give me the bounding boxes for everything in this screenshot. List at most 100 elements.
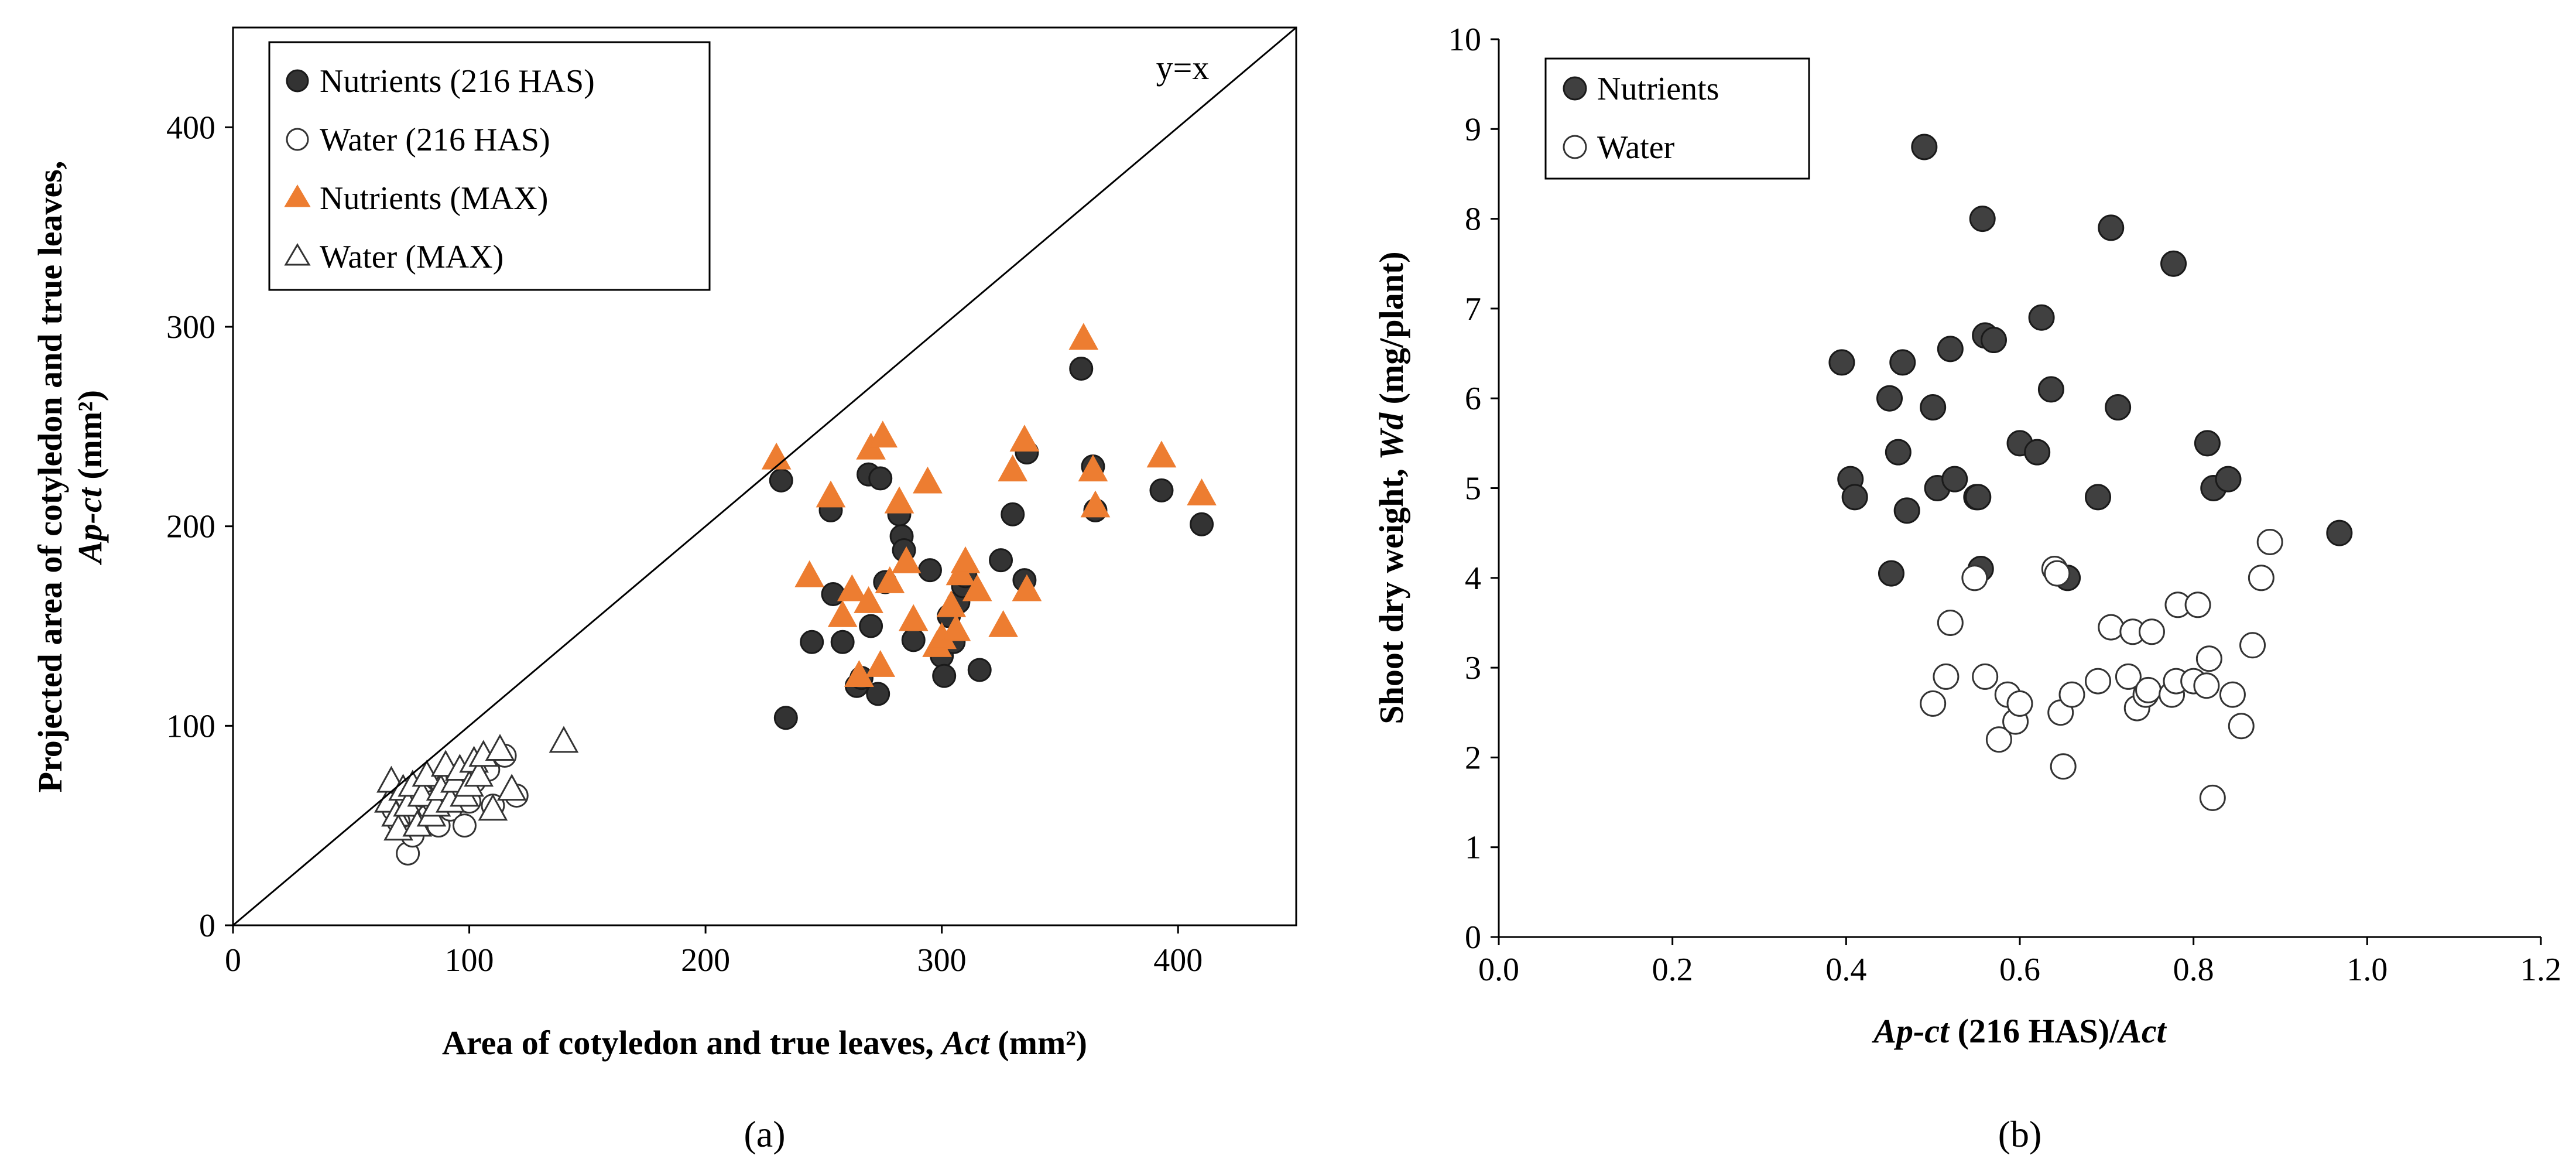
panel-b-point-nutrients-27 bbox=[2160, 250, 2187, 277]
panel-a-point-nutrients-216-has-2 bbox=[800, 630, 824, 654]
panel-b-point-water-8 bbox=[2006, 690, 2033, 717]
legend-marker-water-216 bbox=[286, 128, 309, 151]
panel-b-legend-box bbox=[1544, 57, 1810, 180]
panel-a-axis-ticks: 0 100 200 300 400 0 100 200 300 400 bbox=[166, 110, 1203, 979]
panel-b-point-nutrients-6 bbox=[1889, 349, 1916, 376]
panel-b-y-tick-label-1: 1 bbox=[1465, 830, 1481, 866]
panel-a-point-water-max-22 bbox=[478, 794, 508, 821]
panel-b-point-nutrients-28 bbox=[2194, 430, 2221, 457]
panel-a-point-nutrients-max-26 bbox=[1068, 323, 1099, 350]
panel-b-point-water-20 bbox=[2135, 676, 2162, 703]
panel-b-point-water-33 bbox=[2248, 565, 2274, 591]
panel-a-point-nutrients-216-has-19 bbox=[932, 664, 957, 688]
panel-a-y-tick-label-2: 200 bbox=[166, 509, 215, 545]
panel-a-point-nutrients-max-28 bbox=[1080, 490, 1111, 518]
panel-a-x-axis-title: Area of cotyledon and true leaves, Act (… bbox=[442, 1024, 1087, 1062]
legend-label-water-216: Water (216 HAS) bbox=[320, 122, 550, 158]
panel-a-x-tick-label-1: 100 bbox=[445, 942, 494, 979]
panel-a-point-water-max-23 bbox=[485, 734, 515, 761]
legend-label-water: Water bbox=[1597, 129, 1675, 166]
panel-b-y-axis-title: Shoot dry weight, Wd (mg/plant) bbox=[1372, 251, 1410, 724]
panel-b-point-water-5 bbox=[1985, 726, 2012, 753]
panel-b-point-nutrients-0 bbox=[1828, 349, 1855, 376]
panel-b-point-water-4 bbox=[1972, 663, 1999, 690]
panel-b-chart: 0.0 0.2 0.4 0.6 0.8 1.0 1.2 0 1 2 3 4 5 6 7 8 9 10 Nutrie… bbox=[1372, 22, 2561, 1155]
panel-a-point-nutrients-max-30 bbox=[1187, 478, 1217, 505]
panel-b-data-marks bbox=[1828, 134, 2353, 811]
panel-a-legend-box bbox=[268, 41, 711, 291]
panel-a-chart: 0 100 200 300 400 0 100 200 300 400 y=x Nutrients… bbox=[31, 26, 1297, 1155]
panel-a-point-nutrients-max-13 bbox=[898, 604, 929, 631]
panel-a-point-nutrients-max-18 bbox=[941, 614, 971, 641]
panel-b-x-tick-label-4: 0.8 bbox=[2173, 952, 2214, 988]
panel-a-point-nutrients-max-22 bbox=[988, 610, 1018, 637]
panel-b-point-water-15 bbox=[2098, 614, 2125, 641]
panel-a-reference-line bbox=[232, 26, 1297, 926]
panel-b-point-water-34 bbox=[2256, 528, 2283, 555]
panel-a-point-nutrients-max-9 bbox=[868, 420, 898, 448]
panel-a-yx-annotation: y=x bbox=[1156, 49, 1210, 87]
panel-b-point-water-26 bbox=[2184, 591, 2211, 618]
panel-b-y-tick-label-5: 5 bbox=[1465, 471, 1481, 507]
panel-a-point-nutrients-max-17 bbox=[936, 590, 967, 617]
panel-a-y-tick-label-1: 100 bbox=[166, 708, 215, 744]
panel-b-y-tick-label-6: 6 bbox=[1465, 381, 1481, 417]
panel-a-point-nutrients-max-3 bbox=[827, 600, 858, 627]
panel-b-point-nutrients-22 bbox=[2037, 376, 2064, 403]
panel-b-point-nutrients-25 bbox=[2098, 214, 2125, 241]
panel-b-point-water-31 bbox=[2228, 713, 2255, 740]
panel-a-x-tick-label-4: 400 bbox=[1153, 942, 1203, 979]
panel-a-point-nutrients-max-8 bbox=[865, 650, 896, 677]
panel-a-point-water-max-25 bbox=[549, 726, 579, 753]
panel-b-point-water-10 bbox=[2044, 560, 2071, 587]
panel-b-x-tick-label-5: 1.0 bbox=[2347, 952, 2387, 988]
legend-label-nutrients-max: Nutrients (MAX) bbox=[320, 180, 548, 217]
panel-a-point-nutrients-max-2 bbox=[816, 480, 846, 508]
panel-a-point-nutrients-216-has-33 bbox=[1149, 478, 1174, 502]
panel-a-point-nutrients-216-has-27 bbox=[1001, 502, 1025, 526]
panel-b-point-nutrients-31 bbox=[2326, 519, 2353, 546]
legend-marker-nutrients-max bbox=[284, 184, 311, 207]
panel-b-point-nutrients-5 bbox=[1885, 439, 1912, 466]
panel-a-y-tick-label-0: 0 bbox=[199, 908, 215, 944]
panel-b-y-tick-label-2: 2 bbox=[1465, 740, 1481, 776]
panel-a-y-axis-title-line2: Ap-ct (mm²) bbox=[71, 390, 109, 565]
panel-b-point-nutrients-20 bbox=[2024, 439, 2051, 466]
panel-a-point-nutrients-max-11 bbox=[884, 486, 914, 514]
panel-b-point-nutrients-26 bbox=[2105, 394, 2132, 421]
panel-a-legend: Nutrients (216 HAS) Water (216 HAS) Nutr… bbox=[268, 41, 711, 291]
panel-b-y-axis-title-text: Shoot dry weight, Wd (mg/plant) bbox=[1372, 251, 1410, 724]
panel-b-x-tick-label-3: 0.6 bbox=[1999, 952, 2040, 988]
panel-a-point-nutrients-max-12 bbox=[891, 546, 922, 573]
panel-b-point-nutrients-4 bbox=[1878, 560, 1904, 587]
panel-b-point-nutrients-2 bbox=[1841, 484, 1868, 511]
panel-b-point-water-28 bbox=[2195, 645, 2222, 672]
panel-b-point-nutrients-18 bbox=[1981, 327, 2007, 354]
panel-b-point-nutrients-9 bbox=[1920, 394, 1947, 421]
panel-b-y-tick-label-8: 8 bbox=[1465, 201, 1481, 238]
panel-b-point-water-1 bbox=[1933, 663, 1960, 690]
panel-a-point-nutrients-max-20 bbox=[950, 546, 981, 573]
panel-a-y-axis-title-line1: Projected area of cotyledon and true lea… bbox=[31, 161, 69, 793]
panel-b-legend: Nutrients Water bbox=[1544, 57, 1810, 180]
panel-b-y-tick-label-3: 3 bbox=[1465, 650, 1481, 686]
panel-a-y-axis-title: Projected area of cotyledon and true lea… bbox=[31, 161, 109, 793]
panel-b-x-tick-label-6: 1.2 bbox=[2520, 952, 2561, 988]
panel-a-point-nutrients-216-has-4 bbox=[821, 582, 845, 606]
panel-b-point-nutrients-7 bbox=[1893, 497, 1920, 524]
panel-b-x-tick-label-1: 0.2 bbox=[1652, 952, 1693, 988]
legend-marker-nutrients bbox=[1563, 76, 1587, 101]
panel-b-point-water-0 bbox=[1920, 690, 1947, 717]
panel-a-point-nutrients-216-has-10 bbox=[866, 682, 890, 706]
panel-b-point-nutrients-3 bbox=[1876, 385, 1903, 412]
panel-b-label: (b) bbox=[1998, 1113, 2042, 1155]
panel-a-point-nutrients-max-24 bbox=[1009, 425, 1040, 452]
panel-b-y-tick-label-7: 7 bbox=[1465, 291, 1481, 327]
legend-label-nutrients: Nutrients bbox=[1597, 71, 1719, 107]
panel-b-point-nutrients-21 bbox=[2028, 304, 2055, 331]
panel-b-y-tick-label-4: 4 bbox=[1465, 560, 1481, 597]
panel-a-data-marks bbox=[374, 323, 1217, 866]
panel-b-point-water-29 bbox=[2199, 784, 2226, 811]
panel-b-point-water-2 bbox=[1937, 609, 1964, 636]
